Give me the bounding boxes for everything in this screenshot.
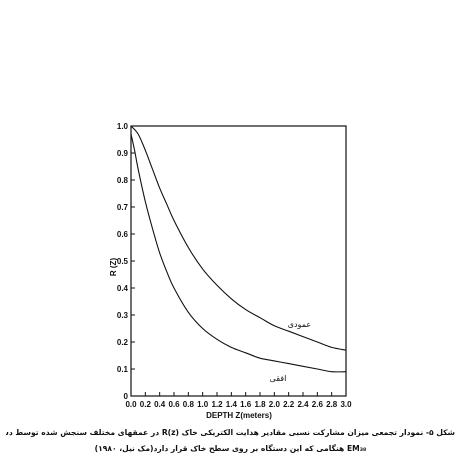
y-tick-label: 0.2 xyxy=(117,338,129,347)
x-tick-label: 1.2 xyxy=(211,400,223,409)
y-tick-label: 0.1 xyxy=(117,365,129,374)
y-tick-label: 0.6 xyxy=(117,230,129,239)
y-tick-label: 0.8 xyxy=(117,176,129,185)
y-tick-label: 0.7 xyxy=(117,203,129,212)
chart: 0.0 0.2 0.4 0.6 0.8 1.0 1.2 1.4 1.6 1.8 2.0 2.2 2.4 2… xyxy=(109,122,352,420)
x-tick-label: 0.4 xyxy=(154,400,166,409)
figure-caption-line-2: EM₃₈ هنگامی که این دستگاه بر روی سطح خاک… xyxy=(94,444,367,453)
y-axis-title: R (Z) xyxy=(109,258,118,277)
x-tick-label: 0.6 xyxy=(168,400,180,409)
y-tick-label: 0.9 xyxy=(117,149,129,158)
x-tick-label: 1.4 xyxy=(226,400,238,409)
series-label-2: افقی xyxy=(270,374,287,383)
x-tick-label: 0.0 xyxy=(125,400,137,409)
x-tick-label: 1.6 xyxy=(240,400,252,409)
y-tick-label: 0.4 xyxy=(117,284,129,293)
x-tick-label: 2.8 xyxy=(326,400,338,409)
plot-frame xyxy=(130,125,347,397)
y-tick-label: 0.5 xyxy=(117,257,129,266)
x-tick-label: 1.0 xyxy=(197,400,209,409)
x-tick-label: 2.2 xyxy=(283,400,295,409)
x-tick-label: 2.0 xyxy=(269,400,281,409)
x-tick-label: 3.0 xyxy=(340,400,352,409)
series-label-1: عمودی xyxy=(288,320,311,329)
x-axis-ticks: 0.0 0.2 0.4 0.6 0.8 1.0 1.2 1.4 1.6 1.8 2.0 2.2 2.4 2… xyxy=(125,392,352,409)
y-tick-label: 0.3 xyxy=(117,311,129,320)
x-tick-label: 0.8 xyxy=(183,400,195,409)
figure-caption-line-1: شکل ۵- نمودار تجمعی میزان مشارکت نسبی مق… xyxy=(6,428,455,437)
x-tick-label: 1.8 xyxy=(254,400,266,409)
x-tick-label: 2.4 xyxy=(297,400,309,409)
series-layer: عمودی افقی xyxy=(130,125,347,383)
y-axis-ticks: 0 0.1 0.2 0.3 0.4 0.5 0.6 0.7 0.8 0.9 1.0 xyxy=(117,122,135,401)
series-line-2 xyxy=(130,133,347,373)
x-axis-title: DEPTH Z(meters) xyxy=(206,411,272,420)
x-tick-label: 0.2 xyxy=(140,400,152,409)
y-tick-label: 1.0 xyxy=(117,122,129,131)
y-tick-label: 0 xyxy=(124,392,129,401)
series-line-1 xyxy=(130,125,347,351)
x-tick-label: 2.6 xyxy=(312,400,324,409)
